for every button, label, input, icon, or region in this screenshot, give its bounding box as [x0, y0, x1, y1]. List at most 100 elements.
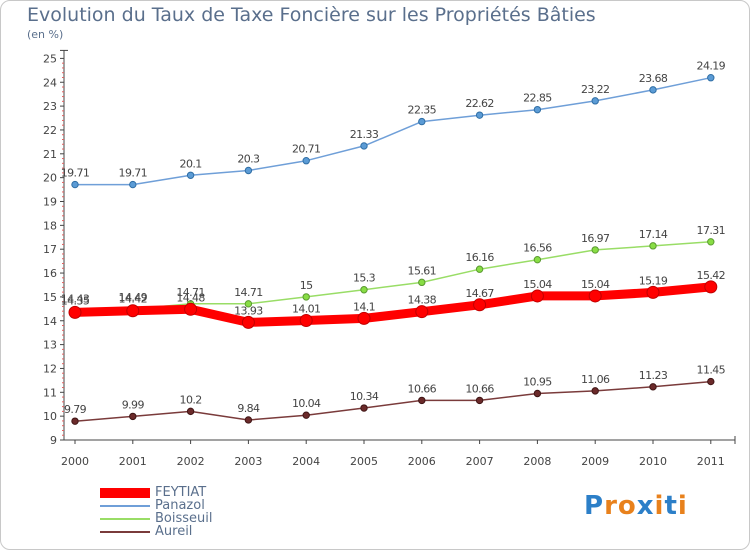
x-tick-label: 2011 [697, 455, 725, 468]
data-point [244, 300, 253, 308]
data-point [475, 396, 484, 405]
proxiti-logo: Proxiti [584, 491, 688, 521]
y-tick-label: 19 [43, 196, 57, 209]
y-tick-label: 10 [43, 410, 57, 423]
chart-title: Evolution du Taux de Taxe Foncière sur l… [27, 4, 596, 26]
data-label: 9.79 [64, 403, 87, 416]
data-point [68, 305, 82, 319]
data-label: 15 [300, 279, 313, 292]
data-point [302, 411, 310, 419]
data-label: 10.2 [180, 393, 202, 406]
data-point [360, 142, 368, 150]
data-label: 22.35 [408, 104, 437, 117]
data-label: 20.71 [292, 143, 321, 156]
series-line [74, 241, 712, 312]
legend-swatch [100, 531, 150, 533]
y-tick-label: 21 [43, 148, 57, 161]
data-point [71, 180, 79, 189]
y-tick-label: 17 [43, 243, 57, 256]
x-tick-label: 2005 [350, 455, 378, 468]
logo-letter: x [636, 491, 655, 521]
logo-letter: o [617, 491, 637, 521]
legend-item: Boisseuil [100, 511, 300, 526]
data-label: 11.06 [581, 373, 610, 386]
data-point [649, 86, 657, 94]
legend-swatch [100, 518, 150, 520]
y-tick-label: 22 [43, 124, 57, 137]
data-point [129, 180, 137, 189]
y-tick-label: 15 [43, 291, 57, 304]
data-point [299, 314, 313, 328]
data-label: 22.62 [465, 97, 494, 110]
y-tick-label: 16 [43, 267, 57, 280]
y-tick-label: 12 [43, 362, 57, 375]
data-point [475, 265, 484, 273]
data-label: 10.04 [292, 397, 321, 410]
legend-item: Panazol [100, 498, 300, 513]
data-label: 23.68 [639, 72, 668, 85]
data-label: 24.19 [697, 60, 726, 73]
y-tick-label: 18 [43, 219, 57, 232]
legend-swatch [100, 505, 150, 507]
x-tick-label: 2001 [119, 455, 147, 468]
data-point [186, 171, 195, 179]
series-line [74, 76, 712, 186]
series-line [74, 380, 712, 422]
data-label: 14.71 [234, 286, 263, 299]
data-point [591, 246, 599, 254]
data-point [241, 315, 255, 329]
data-label: 19.71 [119, 167, 148, 180]
data-label: 11.23 [639, 369, 668, 382]
y-tick-label: 20 [43, 172, 57, 185]
plot-area: 9 10 11 12 13 14 15 16 17 18 19 20 21 22 23 24 25 2000 200… [43, 49, 736, 468]
x-tick-label: 2008 [523, 455, 551, 468]
data-label: 15.61 [408, 264, 437, 277]
legend-label: Boisseuil [155, 511, 213, 526]
data-label: 16.56 [523, 242, 552, 255]
data-point [707, 74, 715, 82]
data-label: 15.04 [581, 278, 610, 291]
data-label: 13.93 [234, 304, 263, 317]
x-tick-label: 2000 [61, 455, 89, 468]
data-point [588, 289, 602, 303]
data-label: 15.42 [697, 269, 726, 282]
x-tick-label: 2006 [408, 455, 436, 468]
data-point [418, 278, 426, 287]
x-tick-label: 2010 [639, 455, 667, 468]
legend-label: Panazol [155, 498, 205, 513]
data-label: 15.19 [639, 274, 668, 287]
data-point [530, 289, 544, 303]
data-label: 14.48 [176, 291, 205, 304]
data-label: 10.95 [523, 375, 552, 388]
data-label: 17.31 [697, 224, 726, 237]
logo-letter: i [677, 491, 688, 521]
data-label: 10.66 [408, 382, 437, 395]
data-point [473, 298, 487, 312]
logo-letter: i [654, 491, 665, 521]
legend-item: FEYTIAT [100, 485, 300, 500]
data-label: 23.22 [581, 83, 610, 96]
x-tick-label: 2002 [177, 455, 205, 468]
x-tick-label: 2003 [234, 455, 262, 468]
data-point [357, 311, 371, 325]
y-tick-label: 11 [43, 386, 57, 399]
data-label: 14.67 [465, 287, 494, 300]
data-label: 10.34 [350, 390, 379, 403]
legend-item: Aureil [100, 524, 300, 539]
data-label: 14.01 [292, 303, 321, 316]
data-point [649, 242, 657, 250]
data-point [649, 383, 657, 391]
data-label: 14.38 [408, 294, 437, 307]
y-tick-label: 9 [50, 434, 57, 447]
data-label: 16.97 [581, 232, 610, 245]
data-label: 21.33 [350, 128, 379, 141]
data-point [707, 377, 715, 386]
data-label: 22.85 [523, 92, 552, 105]
data-point [533, 255, 542, 264]
y-tick-label: 13 [43, 339, 57, 352]
data-label: 20.1 [180, 157, 202, 170]
data-label: 9.99 [122, 398, 145, 411]
data-label: 9.84 [237, 402, 260, 415]
y-tick-label: 14 [43, 315, 57, 328]
data-point [591, 387, 599, 395]
